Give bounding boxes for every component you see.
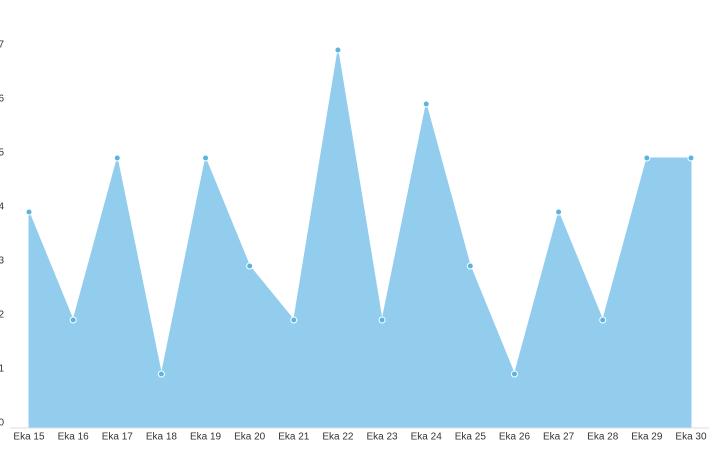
point bbox=[643, 154, 651, 162]
x-tick-label: Eka 19 bbox=[190, 432, 222, 443]
x-tick-label: Eka 24 bbox=[411, 432, 443, 443]
y-tick-label: 7 bbox=[0, 40, 4, 51]
y-tick-label: 6 bbox=[0, 94, 4, 105]
y-tick-label: 3 bbox=[0, 256, 4, 267]
x-tick-label: Eka 26 bbox=[499, 432, 531, 443]
point bbox=[422, 100, 430, 108]
x-tick-label: Eka 20 bbox=[234, 432, 266, 443]
point bbox=[157, 370, 165, 378]
point bbox=[69, 316, 77, 324]
x-tick-label: Eka 22 bbox=[322, 432, 354, 443]
y-tick-label: 4 bbox=[0, 202, 4, 213]
y-tick-label: 5 bbox=[0, 148, 4, 159]
y-tick-label: 0 bbox=[0, 418, 4, 429]
point bbox=[246, 262, 254, 270]
area bbox=[28, 49, 692, 429]
x-tick-label: Eka 30 bbox=[675, 432, 707, 443]
x-tick-label: Eka 16 bbox=[58, 432, 90, 443]
x-tick-label: Eka 18 bbox=[146, 432, 178, 443]
point bbox=[290, 316, 298, 324]
y-tick-label: 1 bbox=[0, 364, 4, 375]
point bbox=[687, 154, 695, 162]
point bbox=[202, 154, 210, 162]
x-tick-label: Eka 25 bbox=[455, 432, 487, 443]
x-tick-label: Eka 28 bbox=[587, 432, 619, 443]
x-tick-label: Eka 29 bbox=[631, 432, 663, 443]
x-tick-label: Eka 27 bbox=[543, 432, 575, 443]
point bbox=[25, 208, 33, 216]
x-tick-label: Eka 23 bbox=[366, 432, 398, 443]
x-tick-label: Eka 15 bbox=[13, 432, 45, 443]
x-tick-label: Eka 21 bbox=[278, 432, 310, 443]
point bbox=[599, 316, 607, 324]
point bbox=[510, 370, 518, 378]
point bbox=[555, 208, 563, 216]
point bbox=[334, 46, 342, 54]
point bbox=[378, 316, 386, 324]
point bbox=[113, 154, 121, 162]
x-tick-label: Eka 17 bbox=[102, 432, 134, 443]
y-tick-label: 2 bbox=[0, 310, 4, 321]
point bbox=[466, 262, 474, 270]
